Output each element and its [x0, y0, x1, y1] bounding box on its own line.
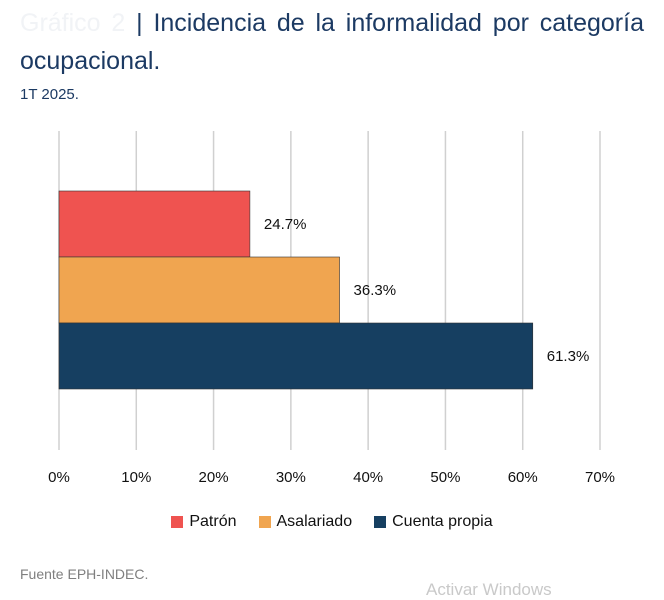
bar — [58, 190, 251, 258]
bar — [58, 322, 534, 390]
legend-label-patron: Patrón — [189, 513, 237, 530]
x-tick-label: 60% — [508, 469, 538, 486]
bar-chart: 0% 10% 20% 30% 40% 50% 60% 70% 24.7% 36.3% 61.3% — [48, 131, 615, 486]
windows-activation-watermark: Activar Windows — [426, 580, 552, 599]
x-tick-label: 50% — [430, 469, 460, 486]
data-label: 61.3% — [547, 348, 590, 365]
legend-swatch-asalariado — [258, 516, 271, 528]
source-note: Fuente EPH-INDEC. — [20, 566, 149, 582]
x-tick-label: 30% — [276, 469, 306, 486]
data-label: 36.3% — [354, 282, 397, 299]
chart-title: Gráfico 2 | Incidencia de la informalida… — [20, 4, 644, 80]
legend-item-cuenta-propia: Cuenta propia — [374, 513, 493, 531]
legend-label-asalariado: Asalariado — [276, 513, 353, 530]
chart-title-text: | Incidencia de la informalidad por cate… — [20, 9, 644, 75]
legend-label-cuenta-propia: Cuenta propia — [392, 513, 493, 530]
x-tick-label: 20% — [199, 469, 229, 486]
legend-swatch-patron — [171, 516, 184, 528]
bar — [58, 256, 340, 324]
legend-item-asalariado: Asalariado — [258, 513, 353, 531]
legend-item-patron: Patrón — [171, 513, 237, 531]
data-label: 24.7% — [264, 216, 307, 233]
x-tick-label: 70% — [585, 469, 615, 486]
x-tick-label: 40% — [353, 469, 383, 486]
chart-legend: Patrón Asalariado Cuenta propia — [0, 513, 664, 531]
legend-swatch-cuenta-propia — [374, 516, 387, 528]
x-tick-label: 10% — [121, 469, 151, 486]
chart-title-prefix: Gráfico 2 — [20, 9, 126, 37]
chart-subtitle: 1T 2025. — [20, 86, 79, 103]
x-tick-label: 0% — [48, 469, 70, 486]
